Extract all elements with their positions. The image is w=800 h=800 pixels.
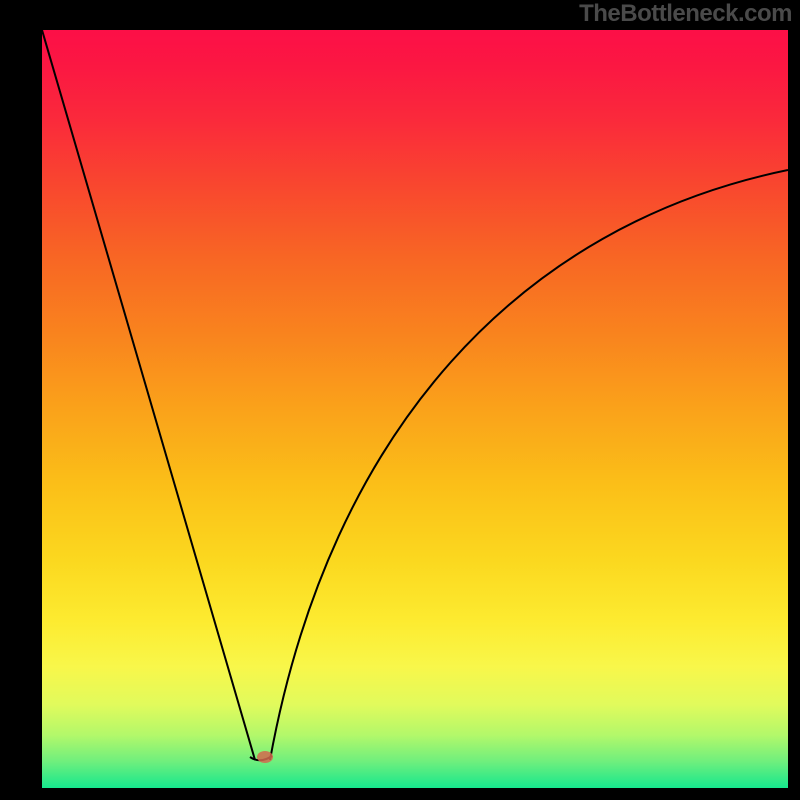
watermark-text: TheBottleneck.com [579, 0, 792, 28]
optimum-marker [257, 751, 273, 763]
border-right [788, 0, 800, 800]
bottleneck-chart: TheBottleneck.com [0, 0, 800, 800]
border-left [0, 0, 42, 800]
chart-svg [0, 0, 800, 800]
border-bottom [0, 788, 800, 800]
gradient-background [42, 30, 788, 788]
